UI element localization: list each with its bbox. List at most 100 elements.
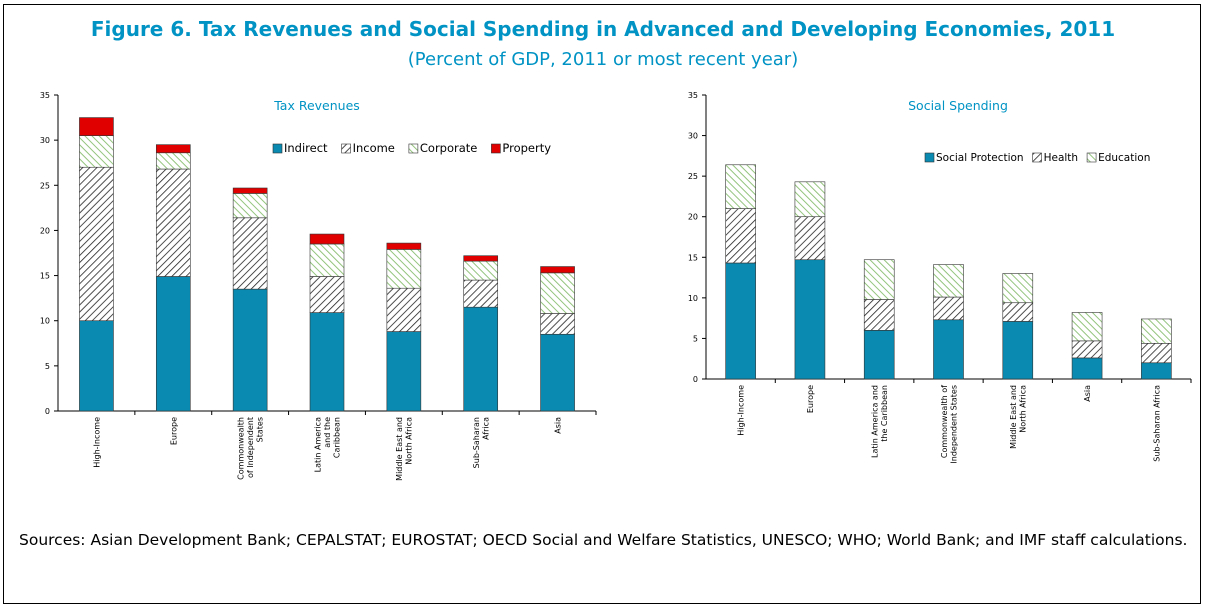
tax-category-label: Sub-Saharan Africa xyxy=(472,417,491,468)
tax-bar-income xyxy=(463,279,499,308)
social-bar-health xyxy=(1071,340,1103,359)
social-bar-education xyxy=(863,259,895,300)
tax-bar-income xyxy=(386,287,422,332)
tax-chart-title: Tax Revenues xyxy=(273,98,360,113)
social-legend-label-education: Education xyxy=(1098,152,1150,164)
social-category-label: Sub-Saharan Africa xyxy=(1152,385,1161,462)
tax-y-tick-label: 15 xyxy=(40,272,50,281)
social-y-tick-label: 10 xyxy=(688,294,698,303)
social-bar-social-protection xyxy=(1071,357,1103,380)
tax-category-label-line: States xyxy=(256,417,265,442)
social-bar-education xyxy=(1141,318,1172,344)
tax-category-label-line: Europe xyxy=(169,417,178,445)
social-legend-swatch-social-protection xyxy=(924,152,935,163)
tax-bar-corporate xyxy=(232,193,268,219)
social-bar-education xyxy=(1002,273,1034,304)
social-legend-swatch-education xyxy=(1086,152,1097,163)
social-bar-social-protection xyxy=(1141,362,1172,380)
tax-legend-label-corporate: Corporate xyxy=(420,141,478,155)
social-category-label-line: Europe xyxy=(806,385,815,413)
social-category-label: Commonwealth of Independent States xyxy=(940,385,959,464)
tax-y-tick-label: 30 xyxy=(40,136,50,145)
tax-category-label-line: of Independent xyxy=(246,417,255,478)
tax-bar-corporate xyxy=(309,243,345,277)
figure-subtitle: (Percent of GDP, 2011 or most recent yea… xyxy=(407,49,799,70)
social-y-tick-label: 0 xyxy=(693,375,698,384)
tax-category-label-line: Middle East and xyxy=(395,417,404,481)
tax-category-label: Europe xyxy=(169,417,178,445)
tax-bar-corporate xyxy=(155,152,191,170)
social-category-label: Asia xyxy=(1083,385,1092,402)
social-bar-social-protection xyxy=(863,330,895,380)
social-bar-education xyxy=(933,264,964,298)
social-y-tick-label: 25 xyxy=(688,172,698,181)
tax-legend-swatch-property xyxy=(491,143,501,154)
social-legend-swatch-health xyxy=(1032,152,1042,163)
tax-bar-property xyxy=(463,255,499,262)
tax-bar-indirect xyxy=(232,288,268,412)
tax-legend-swatch-corporate xyxy=(408,143,419,154)
social-category-label: High-Income xyxy=(737,385,746,436)
tax-bar-income xyxy=(79,166,114,322)
sources-note: Sources: Asian Development Bank; CEPALST… xyxy=(19,531,1188,549)
tax-bar-corporate xyxy=(79,135,114,168)
social-bar-health xyxy=(794,216,826,261)
social-spending-chart: 0 5 10 15 20 25 30 35 Social Spending High-Income… xyxy=(688,91,1192,464)
tax-category-label: Commonwealth of Independent States xyxy=(237,417,265,480)
social-bar-health xyxy=(863,299,895,331)
social-chart-title: Social Spending xyxy=(908,98,1008,113)
tax-y-tick-label: 20 xyxy=(40,226,50,235)
tax-y-tick-label: 35 xyxy=(40,91,50,100)
tax-category-label-line: Sub-Saharan xyxy=(472,417,481,468)
tax-bar-income xyxy=(232,217,268,290)
social-category-label-line: Latin America and xyxy=(870,385,879,458)
tax-category-label-line: Commonwealth xyxy=(237,417,246,480)
tax-bar-indirect xyxy=(386,331,422,412)
tax-bar-income xyxy=(155,168,191,277)
social-category-label-line: Asia xyxy=(1083,385,1092,402)
tax-bar-property xyxy=(309,233,345,245)
tax-bar-income xyxy=(309,276,345,313)
tax-bar-property xyxy=(155,144,191,154)
social-bar-health xyxy=(933,296,964,321)
tax-bar-property xyxy=(232,187,268,194)
social-legend-label-health: Health xyxy=(1044,152,1078,164)
tax-legend-label-income: Income xyxy=(353,141,395,155)
tax-y-tick-label: 5 xyxy=(45,362,50,371)
social-y-tick-label: 20 xyxy=(688,213,698,222)
social-bar-health xyxy=(1141,342,1172,364)
social-category-label: Europe xyxy=(806,385,815,413)
social-y-tick-label: 5 xyxy=(693,334,698,343)
tax-bar-indirect xyxy=(540,333,575,412)
tax-category-label-line: Caribbean xyxy=(333,417,342,458)
social-y-tick-label: 15 xyxy=(688,253,698,262)
tax-revenues-chart: 0 5 10 15 20 25 30 35 Tax Revenues High-Income Eur… xyxy=(40,91,597,481)
tax-bar-indirect xyxy=(79,320,114,412)
social-y-tick-label: 35 xyxy=(688,91,698,100)
social-bar-education xyxy=(725,164,756,209)
social-bar-education xyxy=(1071,312,1103,342)
figure-title: Figure 6. Tax Revenues and Social Spendi… xyxy=(90,17,1116,41)
tax-bar-corporate xyxy=(540,272,575,314)
social-bar-social-protection xyxy=(725,262,756,380)
social-y-tick-label: 30 xyxy=(688,132,698,141)
social-category-label: Latin America and the Caribbean xyxy=(870,385,889,458)
social-bar-social-protection xyxy=(794,259,826,380)
tax-category-label: Middle East and North Africa xyxy=(395,417,414,481)
social-bar-health xyxy=(1002,302,1034,322)
social-category-label-line: the Caribbean xyxy=(880,385,889,442)
social-bar-social-protection xyxy=(933,319,964,380)
tax-bar-indirect xyxy=(463,306,499,412)
tax-category-label-line: Latin America xyxy=(314,417,323,472)
social-category-label-line: North Africa xyxy=(1019,385,1028,433)
tax-bar-indirect xyxy=(309,312,345,412)
tax-bar-indirect xyxy=(155,276,191,412)
social-category-label-line: Commonwealth of xyxy=(940,385,949,458)
social-bar-health xyxy=(725,208,756,264)
social-bar-education xyxy=(794,181,826,218)
tax-legend-label-indirect: Indirect xyxy=(284,141,328,155)
tax-bar-corporate xyxy=(463,260,499,281)
tax-category-label-line: Africa xyxy=(481,417,490,440)
tax-category-label: High-Income xyxy=(92,417,101,468)
tax-category-label: Asia xyxy=(554,417,563,434)
